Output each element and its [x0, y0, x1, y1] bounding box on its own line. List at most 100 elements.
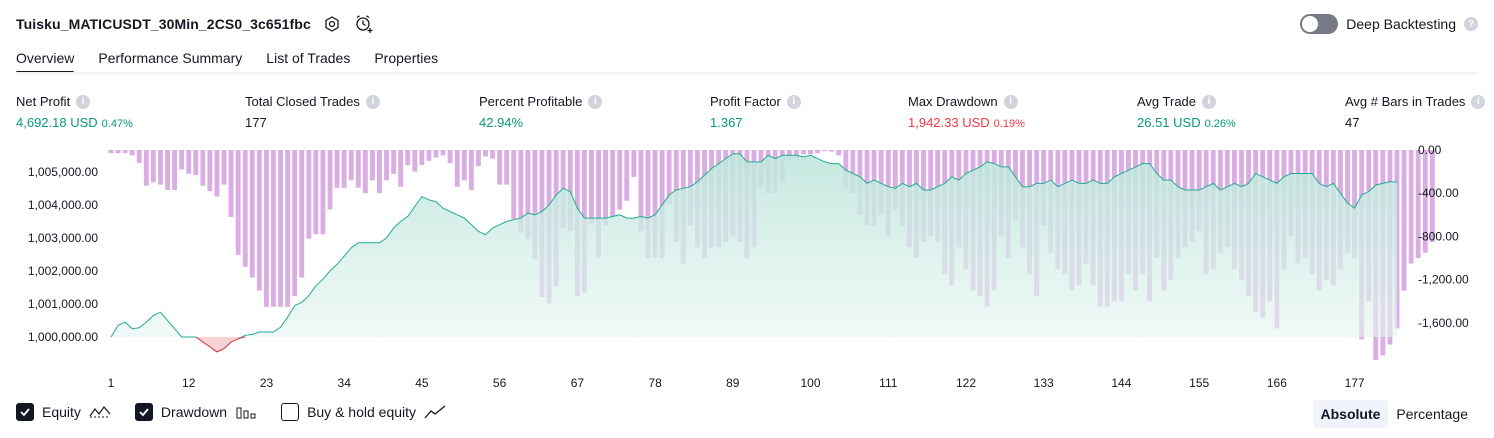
drawdown-bar	[165, 150, 170, 190]
tab-properties[interactable]: Properties	[374, 50, 439, 66]
drawdown-bar	[490, 150, 495, 159]
strategy-header: Tuisku_MATICUSDT_30Min_2CS0_3c651fbc	[16, 12, 375, 36]
drawdown-bar	[447, 150, 453, 163]
x-axis-tick-label: 155	[1189, 376, 1209, 390]
info-icon[interactable]: i	[1003, 94, 1018, 109]
x-axis-tick-label: 133	[1034, 376, 1054, 390]
drawdown-bar	[532, 150, 538, 260]
drawdown-bar	[122, 150, 128, 154]
drawdown-bar	[370, 150, 375, 181]
drawdown-bar	[518, 150, 524, 233]
deep-backtesting: Deep Backtesting ?	[1300, 12, 1478, 36]
drawdown-bar	[108, 150, 114, 154]
drawdown-bar	[850, 150, 856, 194]
x-axis-tick-label: 67	[571, 376, 585, 390]
equity-line	[110, 153, 1398, 353]
metric-label: Max Drawdown	[908, 94, 998, 109]
info-icon[interactable]: i	[365, 94, 380, 109]
x-axis: 1 12 23 34 45 56 67 78 89 100 111 122 133 144 155 166 17…	[108, 376, 1365, 390]
legend-buy-hold[interactable]: Buy & hold equity	[281, 403, 446, 421]
drawdown-bar	[377, 150, 382, 194]
metric-total-closed-trades: Total Closed Trades i 177	[245, 94, 380, 130]
settings-icon[interactable]	[321, 13, 343, 35]
x-axis-tick-label: 111	[879, 376, 898, 390]
x-axis-tick-label: 89	[726, 376, 740, 390]
legend-drawdown[interactable]: Drawdown	[134, 403, 257, 421]
drawdown-bar	[334, 150, 340, 188]
buy-hold-checkbox[interactable]	[281, 403, 300, 421]
info-icon[interactable]: i	[1202, 94, 1217, 109]
drawdown-bar	[1401, 150, 1407, 291]
x-axis-tick-label: 166	[1267, 376, 1287, 390]
tab-overview[interactable]: Overview	[16, 44, 75, 74]
x-axis-tick-label: 34	[338, 376, 352, 390]
legend-drawdown-label: Drawdown	[160, 404, 228, 420]
info-icon[interactable]: i	[1471, 94, 1486, 109]
drawdown-bar	[1352, 150, 1357, 259]
x-axis-tick-label: 100	[800, 376, 820, 390]
equity-checkbox[interactable]	[16, 403, 34, 421]
drawdown-checkbox[interactable]	[134, 403, 153, 421]
deep-backtesting-label: Deep Backtesting	[1346, 16, 1456, 32]
drawdown-bar	[193, 150, 199, 175]
drawdown-bar	[610, 150, 616, 217]
left-axis-tick-label: 1,000,000.00	[28, 330, 98, 344]
drawdown-bar	[242, 150, 248, 267]
legend-equity[interactable]: Equity	[16, 403, 111, 421]
drawdown-bar	[136, 150, 142, 163]
drawdown-bar	[341, 150, 347, 188]
drawdown-bar	[468, 150, 474, 190]
drawdown-bar	[186, 150, 192, 174]
help-icon[interactable]: ?	[1464, 17, 1478, 31]
drawdown-bar	[306, 150, 312, 239]
equity-line-icon	[89, 406, 111, 418]
x-axis-tick-label: 56	[493, 376, 507, 390]
drawdown-bar	[292, 150, 298, 296]
right-axis-tick-label: -1,600.00	[1418, 316, 1469, 330]
legend-equity-label: Equity	[42, 404, 81, 420]
metric-net-profit: Net Profit i 4,692.18 USD 0.47%	[16, 94, 133, 130]
percentage-button[interactable]: Percentage	[1396, 406, 1468, 422]
drawdown-bar	[1415, 150, 1421, 259]
right-axis-tick-label: -1,200.00	[1418, 273, 1469, 287]
right-axis-tick-label: -800.00	[1418, 230, 1459, 244]
drawdown-bar	[525, 150, 531, 239]
drawdown-bar	[793, 150, 799, 159]
drawdown-bar	[150, 150, 156, 183]
drawdown-bar	[624, 150, 630, 201]
tab-list-of-trades[interactable]: List of Trades	[266, 50, 351, 66]
info-icon[interactable]: i	[76, 94, 91, 109]
metric-value: 177	[245, 115, 267, 130]
metric-label: Profit Factor	[710, 94, 781, 109]
tab-performance-summary[interactable]: Performance Summary	[98, 50, 243, 66]
drawdown-bar	[1408, 150, 1414, 264]
absolute-button[interactable]: Absolute	[1312, 400, 1389, 428]
drawdown-bar	[461, 150, 467, 181]
right-axis-tick-label: 0.00	[1418, 143, 1442, 157]
drawdown-bar	[271, 150, 276, 307]
metric-label: Percent Profitable	[479, 94, 583, 109]
add-alert-icon[interactable]	[353, 13, 375, 35]
drawdown-bar	[207, 150, 213, 192]
drawdown-bar	[645, 150, 651, 259]
drawdown-bar	[355, 150, 361, 188]
equity-drawdown-chart[interactable]: 1,005,000.00 1,004,000.00 1,003,000.00 1,00…	[0, 140, 1494, 395]
drawdown-bar	[320, 150, 326, 235]
drawdown-bar	[497, 150, 503, 185]
left-axis-tick-label: 1,003,000.00	[28, 231, 98, 245]
info-icon[interactable]: i	[786, 94, 801, 109]
legend-buy-hold-label: Buy & hold equity	[307, 404, 417, 420]
drawdown-bar	[256, 150, 262, 291]
drawdown-bar	[433, 150, 439, 158]
line-chart-icon	[424, 405, 446, 419]
metric-value: 1,942.33 USD	[908, 115, 990, 130]
drawdown-bar	[822, 150, 828, 152]
drawdown-bar	[652, 150, 658, 259]
info-icon[interactable]: i	[588, 94, 603, 109]
metric-value: 1.367	[710, 115, 743, 130]
drawdown-bar	[327, 150, 333, 210]
drawdown-bar	[843, 150, 849, 188]
metric-label: Net Profit	[16, 94, 71, 109]
deep-backtesting-toggle[interactable]	[1300, 14, 1339, 34]
drawdown-bar	[836, 150, 842, 156]
